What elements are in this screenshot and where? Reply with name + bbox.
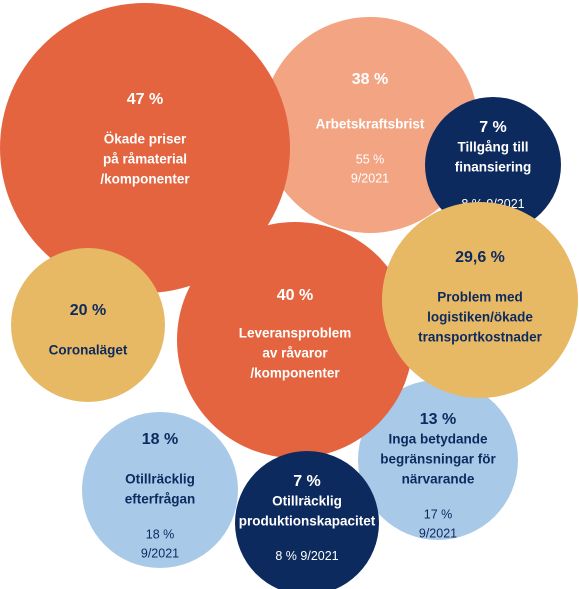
bubble-label: Tillgång till [457,140,528,155]
bubble-value: 18 % [142,431,178,448]
bubble-label: efterfrågan [125,492,196,507]
bubble [0,3,290,293]
bubble-label: Problem med [437,290,523,305]
bubble-label: Arbetskraftsbrist [316,117,425,132]
bubble-label: /komponenter [250,366,340,381]
bubble-value: 20 % [70,302,106,319]
bubble [382,202,578,398]
bubble [11,248,165,402]
bubble-label: av råvaror [262,346,328,361]
bubble-label: närvarande [402,472,475,487]
bubble-label: Otillräcklig [272,494,342,509]
bubble-label: Leveransproblem [239,326,352,341]
bubble-value: 40 % [277,287,313,304]
bubble-label: Ökade priser [104,132,187,147]
bubble [262,17,478,233]
bubble-label: Inga betydande [388,432,488,447]
bubble-label: finansiering [455,160,532,175]
bubble-value: 13 % [420,411,456,428]
bubble-label: Otillräcklig [125,472,195,487]
comparison-date: 9/2021 [300,549,338,563]
bubble-label: produktionskapacitet [239,514,376,529]
comparison-date: 9/2021 [141,546,179,560]
bubble [425,97,561,233]
comparison-date: 9/2021 [419,526,457,540]
bubble-value: 38 % [352,71,388,88]
bubble [177,222,413,458]
bubble-label: transportkostnader [418,330,543,345]
bubble-label: /komponenter [100,172,190,187]
bubble [235,451,379,589]
bubble-value: 7 % [479,119,507,136]
comparison: 8 % 9/2021 [275,549,338,563]
bubble-label: på råmaterial [103,152,187,167]
comparison-value: 18 % [146,527,175,541]
bubble [358,380,518,540]
bubble-label: Coronaläget [49,343,128,358]
bubble-label: logistiken/ökade [427,310,533,325]
bubble-value: 47 % [127,91,163,108]
bubble-value: 29,6 % [455,249,505,266]
bubble-value: 7 % [293,473,321,490]
comparison-value: 17 % [424,507,453,521]
comparison-date: 9/2021 [351,171,389,185]
comparison-value: 8 % [275,549,297,563]
comparison-value: 55 % [356,152,385,166]
bubble-label: begränsningar för [380,452,496,467]
bubble [82,412,238,568]
